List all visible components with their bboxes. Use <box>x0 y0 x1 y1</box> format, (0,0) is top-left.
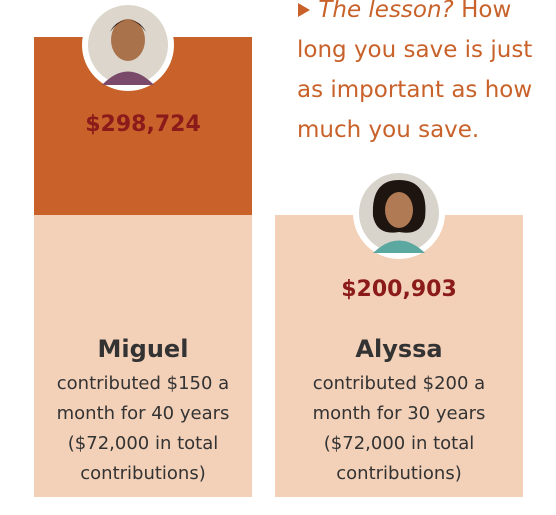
description-line: ($72,000 in total <box>34 429 252 459</box>
miguel-avatar <box>80 0 176 94</box>
alyssa-avatar <box>351 166 447 262</box>
lesson-lead: The lesson? <box>318 0 453 23</box>
description-line: month for 40 years <box>34 399 252 429</box>
arrow-icon <box>297 2 311 18</box>
description-line: contributed $150 a <box>34 369 252 399</box>
lesson-line: long you save is just <box>297 30 556 70</box>
miguel-description: contributed $150 a month for 40 years ($… <box>34 369 252 489</box>
lesson-line: as important as how <box>297 70 556 110</box>
alyssa-name: Alyssa <box>275 335 523 363</box>
miguel-name: Miguel <box>34 335 252 363</box>
lesson-line-text: How <box>461 0 511 23</box>
description-line: month for 30 years <box>275 399 523 429</box>
lesson-line: much you save. <box>297 110 556 150</box>
miguel-amount: $298,724 <box>34 112 252 137</box>
infographic: $298,724 Miguel contributed $150 a month… <box>0 0 556 515</box>
lesson-line: The lesson? How <box>297 0 556 30</box>
alyssa-amount: $200,903 <box>275 277 523 302</box>
lesson-text: The lesson? How long you save is just as… <box>297 0 556 150</box>
description-line: contributions) <box>275 459 523 489</box>
description-line: ($72,000 in total <box>275 429 523 459</box>
description-line: contributions) <box>34 459 252 489</box>
description-line: contributed $200 a <box>275 369 523 399</box>
alyssa-description: contributed $200 a month for 30 years ($… <box>275 369 523 489</box>
